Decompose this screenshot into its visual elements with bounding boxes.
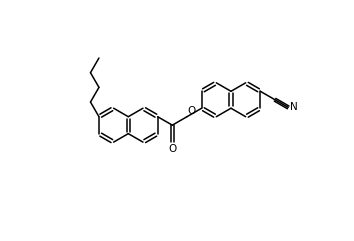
Text: N: N [290,102,297,112]
Text: O: O [168,144,176,154]
Text: O: O [188,106,196,116]
